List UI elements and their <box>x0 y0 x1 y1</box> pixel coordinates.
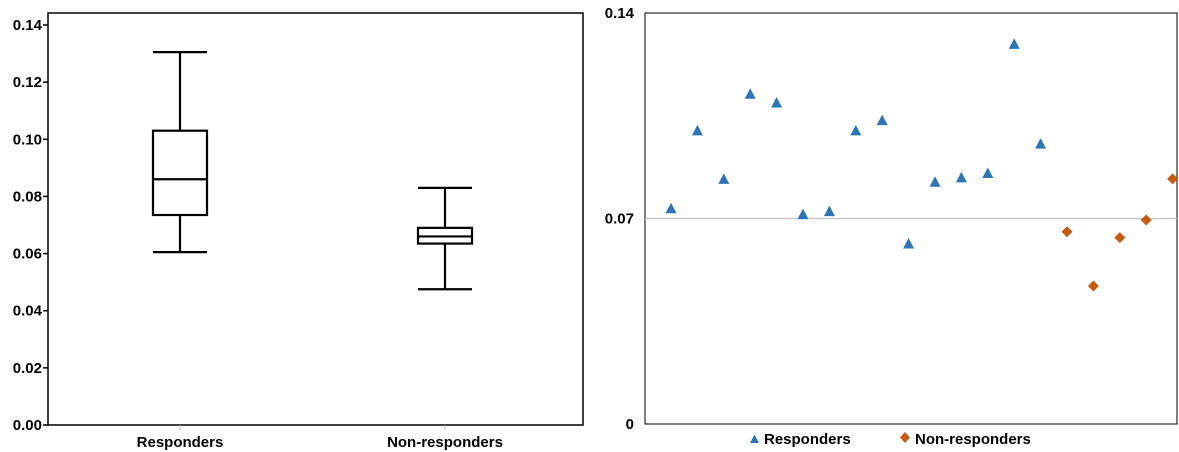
y-tick-label: 0.06 <box>13 246 42 263</box>
point-responders <box>691 124 703 136</box>
point-non-responders <box>1167 173 1179 185</box>
scatter-points <box>665 38 1179 292</box>
category-label-responders: Responders <box>137 434 224 451</box>
legend-label-non-responders: Non-responders <box>915 431 1031 448</box>
point-non-responders <box>1087 280 1099 292</box>
y-tick-label: 0.07 <box>605 211 634 228</box>
point-responders <box>771 97 783 108</box>
y-tick-label: 0.10 <box>13 131 42 148</box>
point-responders <box>1035 138 1047 149</box>
point-responders <box>823 205 835 217</box>
box-plot-boxes <box>151 51 474 291</box>
legend-marker-responders <box>750 434 759 443</box>
legend-marker-non-responders <box>900 432 910 443</box>
point-responders <box>929 176 941 187</box>
point-non-responders <box>1061 226 1073 238</box>
point-responders <box>982 167 994 178</box>
y-tick-label: 0.02 <box>13 360 42 377</box>
y-tick-label: 0.12 <box>13 74 42 91</box>
point-responders <box>797 208 809 220</box>
legend: Responders Non-responders <box>750 431 1031 448</box>
point-responders <box>850 124 862 136</box>
point-responders <box>903 237 915 249</box>
box-plot-chart: 0.00 0.02 0.04 0.06 0.08 0.10 0.12 0.14 Respond… <box>13 12 584 451</box>
legend-label-responders: Responders <box>764 431 851 448</box>
point-responders <box>744 88 756 99</box>
point-responders <box>876 114 888 126</box>
category-label-non-responders: Non-responders <box>387 434 503 451</box>
box-plot-frame <box>47 12 584 426</box>
y-tick-label: 0.00 <box>13 417 42 434</box>
point-non-responders <box>1114 232 1126 244</box>
box-plot-y-axis: 0.00 0.02 0.04 0.06 0.08 0.10 0.12 0.14 <box>13 17 446 434</box>
y-tick-label: 0.04 <box>13 303 43 320</box>
point-responders <box>1008 38 1020 49</box>
y-tick-label: 0.08 <box>13 188 42 205</box>
y-tick-label: 0 <box>626 416 634 433</box>
box <box>151 129 209 217</box>
point-responders <box>665 202 677 214</box>
y-tick-label: 0.14 <box>13 17 43 34</box>
point-non-responders <box>1140 214 1152 226</box>
y-tick-label: 0.14 <box>605 5 635 22</box>
point-responders <box>955 171 967 183</box>
scatter-y-axis: 0 0.07 0.14 <box>605 5 635 433</box>
scatter-chart: 0 0.07 0.14 Responders Non-responders <box>605 5 1179 448</box>
point-responders <box>718 173 730 184</box>
